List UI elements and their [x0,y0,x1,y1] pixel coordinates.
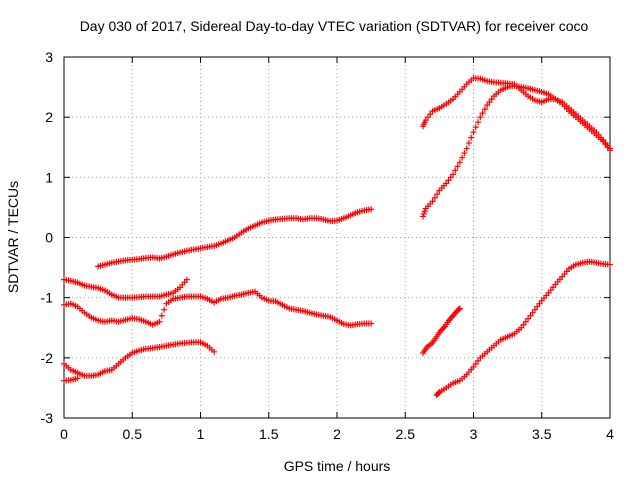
y-tick-label: 0 [45,230,53,246]
data-point-interp [439,326,446,333]
series-8 [419,305,463,357]
data-point-interp [529,309,536,316]
y-tick-label: -1 [41,290,54,306]
series-7 [419,82,613,220]
data-point-interp [447,174,454,181]
series-2 [61,288,375,329]
x-tick-label: 0.5 [123,426,143,442]
data-point [156,318,163,325]
series-4 [61,339,218,379]
data-point-interp [440,324,447,331]
data-point-interp [522,318,529,325]
data-point [429,198,436,205]
y-tick-label: -2 [41,350,54,366]
data-point [74,375,81,382]
x-tick-label: 2.5 [396,426,416,442]
x-axis-label: GPS time / hours [284,458,391,474]
data-point [422,117,429,124]
data-point [463,145,470,152]
data-point-interp [475,357,482,364]
data-point [531,306,538,313]
data-point-interp [479,110,486,117]
data-point [470,363,477,370]
data-point [518,324,525,331]
data-point [368,206,375,213]
series-5 [61,375,81,384]
data-point-interp [425,114,431,121]
data-point-interp [427,111,434,118]
series-3 [61,276,190,301]
data-point-interp [461,150,468,157]
data-point [368,320,375,327]
data-point [211,348,218,355]
x-tick-label: 4 [606,426,614,442]
data-point [525,315,532,322]
y-tick-label: 1 [45,169,53,185]
series-9 [433,258,613,399]
data-point-interp [158,312,165,319]
data-point-interp [534,303,541,310]
data-point-interp [421,208,428,215]
data-point [607,261,613,268]
data-point-interp [434,191,441,198]
data-point-interp [431,194,438,201]
x-tick-label: 3 [470,426,478,442]
data-point-interp [452,167,459,174]
data-point-interp [488,96,495,103]
data-point-interp [420,210,427,217]
data-point-interp [520,321,527,328]
series-1 [95,206,375,270]
y-tick-label: 2 [45,109,53,125]
y-tick-label: -3 [41,410,54,426]
data-point-interp [536,300,543,307]
data-point [477,114,484,121]
y-tick-label: 3 [45,49,53,65]
data-point-interp [435,390,442,397]
data-point [419,213,426,220]
data-series [61,75,613,399]
data-point [456,305,463,312]
data-point [183,276,190,283]
data-point [450,171,457,178]
data-point-interp [468,134,475,141]
data-point-interp [454,163,461,170]
data-point [456,159,463,166]
data-point [443,180,450,187]
data-point-interp [472,124,479,131]
x-tick-label: 3.5 [532,426,552,442]
data-point [470,129,477,136]
data-point-interp [445,177,452,184]
data-point [607,145,613,152]
data-point-interp [486,99,493,106]
data-point-interp [465,140,472,147]
data-point-interp [527,312,534,319]
data-point-interp [161,306,168,313]
data-point-interp [475,119,482,126]
data-point [484,102,491,109]
x-tick-label: 1.5 [259,426,279,442]
x-tick-label: 0 [60,426,68,442]
chart-title: Day 030 of 2017, Sidereal Day-to-day VTE… [80,18,589,34]
grid-lines [64,57,610,418]
data-point-interp [481,106,488,113]
x-tick-label: 2 [333,426,341,442]
plot-frame [63,56,611,419]
data-point-interp [459,154,466,161]
x-tick-label: 1 [197,426,205,442]
y-axis-label: SDTVAR / TECUs [5,181,21,293]
data-point-interp [472,360,479,367]
data-point-interp [455,306,462,313]
tick-labels: 0 0.5 1 1.5 2 2.5 3 3.5 4 -3 -2 -1 0 1 2 3 [41,49,615,442]
